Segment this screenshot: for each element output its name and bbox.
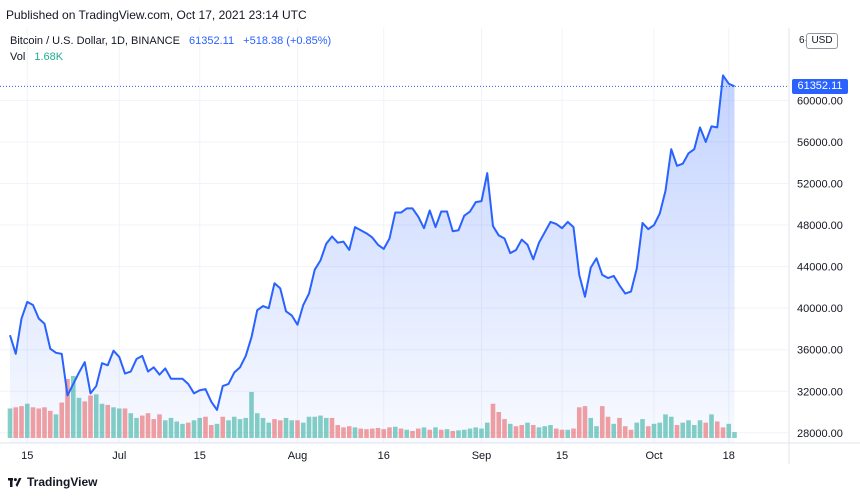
legend-volume-label: Vol bbox=[10, 51, 26, 63]
y-tick-label: 36000.00 bbox=[797, 345, 843, 357]
y-tick-label: 28000.00 bbox=[797, 428, 843, 440]
legend-symbol: Bitcoin / U.S. Dollar, 1D, BINANCE bbox=[10, 35, 180, 47]
x-tick-label: 16 bbox=[378, 450, 390, 462]
y-tick-label: 48000.00 bbox=[797, 220, 843, 232]
x-tick-label: 15 bbox=[194, 450, 206, 462]
chart-legend: Bitcoin / U.S. Dollar, 1D, BINANCE 61352… bbox=[10, 33, 331, 65]
x-tick-label: 15 bbox=[21, 450, 33, 462]
x-tick-label: Aug bbox=[288, 450, 308, 462]
tradingview-icon bbox=[8, 478, 22, 488]
last-price-badge: 61352.11 bbox=[792, 78, 848, 94]
x-tick-label: 15 bbox=[556, 450, 568, 462]
legend-volume-value: 1.68K bbox=[34, 51, 64, 63]
footer: TradingView bbox=[0, 466, 860, 498]
price-line bbox=[9, 74, 735, 411]
x-tick-label: Sep bbox=[472, 450, 492, 462]
y-tick-label: 60000.00 bbox=[797, 95, 843, 107]
legend-volume-row: Vol 1.68K bbox=[10, 49, 331, 65]
y-tick-label: 40000.00 bbox=[797, 303, 843, 315]
published-caption: Published on TradingView.com, Oct 17, 20… bbox=[6, 8, 307, 22]
price-axis-cut-label: 6· bbox=[799, 35, 808, 46]
currency-button[interactable]: USD bbox=[806, 33, 838, 49]
legend-symbol-row: Bitcoin / U.S. Dollar, 1D, BINANCE 61352… bbox=[10, 33, 331, 49]
legend-change: +518.38 (+0.85%) bbox=[243, 35, 332, 47]
price-area bbox=[10, 75, 735, 444]
chart-header: Published on TradingView.com, Oct 17, 20… bbox=[0, 0, 860, 28]
price-chart[interactable]: 28000.00 32000.00 36000.00 40000.00 44000.00… bbox=[0, 28, 860, 464]
tradingview-logo[interactable]: TradingView bbox=[8, 475, 97, 489]
x-tick-label: 18 bbox=[723, 450, 735, 462]
chart-frame[interactable]: 28000.00 32000.00 36000.00 40000.00 44000.00… bbox=[0, 28, 860, 464]
x-tick-label: Oct bbox=[645, 450, 662, 462]
x-tick-label: Jul bbox=[112, 450, 126, 462]
y-tick-label: 32000.00 bbox=[797, 386, 843, 398]
y-tick-label: 44000.00 bbox=[797, 262, 843, 274]
y-tick-label: 56000.00 bbox=[797, 137, 843, 149]
tradingview-brand: TradingView bbox=[27, 475, 98, 489]
y-tick-label: 52000.00 bbox=[797, 178, 843, 190]
legend-last-price: 61352.11 bbox=[189, 35, 235, 47]
